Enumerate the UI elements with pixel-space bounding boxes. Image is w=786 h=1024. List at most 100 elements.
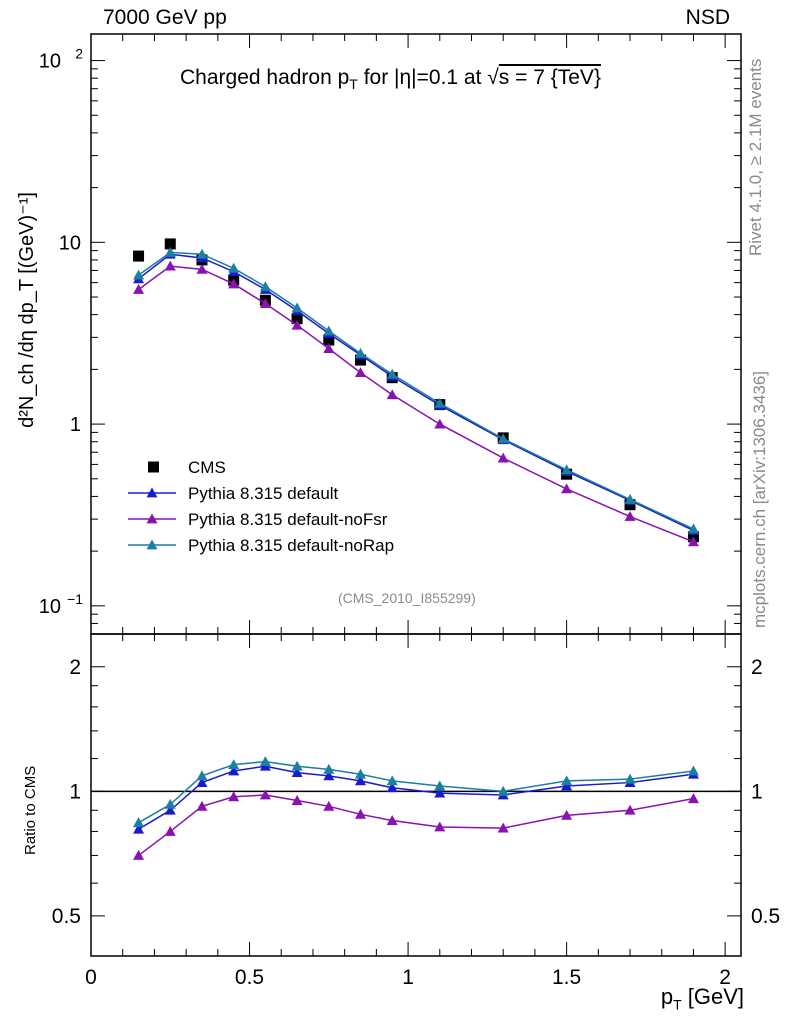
- ratio-series-point: [291, 767, 303, 777]
- ratio-y-tick-label-right: 1: [751, 780, 763, 803]
- ratio-series-point: [196, 800, 208, 811]
- ratio-series-point: [291, 795, 303, 805]
- energy-label: 7000 GeV pp: [103, 6, 227, 29]
- mc-series-point: [196, 263, 208, 274]
- ratio-y-tick-label-right: 2: [751, 656, 763, 679]
- x-title-a: p: [660, 984, 674, 1009]
- ratio-series-point: [434, 780, 446, 791]
- mc-series-point: [386, 389, 398, 400]
- mc-series-line: [138, 253, 694, 532]
- cms-data-point: [133, 250, 145, 262]
- mc-series-point: [624, 493, 636, 504]
- ratio-series-point: [497, 822, 509, 833]
- ratio-series-point: [228, 759, 240, 770]
- ratio-series-point: [164, 804, 176, 815]
- mc-series-point: [164, 246, 176, 257]
- ratio-series-point: [259, 789, 271, 800]
- ratio-series-point: [164, 798, 176, 809]
- ratio-series-point: [196, 777, 208, 787]
- y-tick-exponent: −1: [67, 591, 83, 607]
- main-y-axis-title: d²N_ch /dη dp_T [(GeV)⁻¹]: [16, 192, 38, 428]
- title-text-c: s = 7 {TeV}: [498, 66, 601, 89]
- ratio-series-point: [687, 793, 699, 804]
- mc-series-line: [138, 265, 694, 543]
- mc-series-point: [259, 298, 271, 309]
- mc-series-point: [323, 325, 335, 336]
- ratio-series-point: [164, 825, 176, 836]
- mc-series-point: [291, 302, 303, 313]
- ratio-series-point: [434, 821, 446, 832]
- ratio-series-point: [386, 775, 398, 786]
- ratio-series-line: [138, 765, 694, 830]
- ratio-y-tick-label: 1: [69, 780, 81, 803]
- ratio-series-point: [355, 768, 367, 779]
- x-tick-label: 2: [719, 966, 731, 989]
- mc-series-point: [434, 397, 446, 408]
- cms-data-point: [355, 354, 367, 366]
- ratio-y-tick-label-right: 0.5: [751, 905, 780, 928]
- rivet-version-label: Rivet 4.1.0, ≥ 2.1M events: [746, 58, 765, 256]
- ratio-series-point: [386, 782, 398, 793]
- mc-series-point: [561, 464, 573, 475]
- mc-series-point: [133, 269, 145, 280]
- ratio-series-point: [133, 849, 145, 860]
- y-tick-label: 10: [39, 596, 61, 618]
- ratio-series-point: [133, 823, 145, 834]
- mc-series-point: [687, 536, 699, 547]
- ratio-series-point: [355, 775, 367, 786]
- mc-series-point: [687, 523, 699, 534]
- ratio-series-point: [323, 800, 335, 811]
- mc-series-point: [434, 418, 446, 429]
- cms-data-point: [323, 334, 335, 346]
- mc-series-point: [291, 319, 303, 330]
- title-text-a: Charged hadron p: [180, 66, 350, 89]
- y-tick-exponent: 2: [75, 46, 83, 62]
- ratio-series-point: [228, 791, 240, 802]
- legend-label: Pythia 8.315 default-noRap: [188, 536, 394, 555]
- mc-series-point: [259, 281, 271, 292]
- mc-series-point: [323, 343, 335, 354]
- mc-series-point: [196, 248, 208, 259]
- ratio-y-axis-title: Ratio to CMS: [22, 765, 39, 855]
- y-tick-label: 10: [39, 51, 61, 73]
- ratio-series-point: [386, 815, 398, 825]
- ratio-series-point: [497, 785, 509, 796]
- sqrt-symbol: √: [487, 66, 499, 89]
- mc-series-point: [228, 262, 240, 273]
- x-tick-label: 1: [402, 966, 414, 989]
- legend-cms-marker: [148, 461, 159, 473]
- ratio-series-point: [434, 787, 446, 798]
- ratio-series-point: [323, 770, 335, 781]
- x-tick-label: 0.5: [235, 966, 264, 989]
- x-tick-label: 0: [85, 966, 97, 989]
- cms-data-point: [291, 313, 303, 325]
- legend-label: CMS: [188, 458, 226, 477]
- x-axis-title: pT [GeV]: [661, 984, 744, 1012]
- mc-series-point: [355, 347, 367, 358]
- ratio-series-point: [259, 756, 271, 766]
- legend-label: Pythia 8.315 default-noFsr: [188, 510, 388, 529]
- analysis-watermark: (CMS_2010_I855299): [338, 590, 476, 606]
- mc-series-point: [497, 433, 509, 444]
- mc-series-point: [497, 452, 509, 463]
- ratio-series-point: [624, 804, 636, 815]
- mc-series-point: [561, 483, 573, 494]
- mc-series-line: [138, 251, 694, 530]
- x-title-b: [GeV]: [681, 984, 744, 1009]
- mc-series-point: [386, 368, 398, 379]
- ratio-series-point: [561, 809, 573, 820]
- ratio-series-point: [228, 765, 240, 776]
- process-label: NSD: [685, 6, 730, 29]
- mc-series-point: [624, 511, 636, 521]
- legend-marker: [146, 539, 158, 550]
- ratio-y-tick-label: 2: [69, 656, 81, 679]
- ratio-series-point: [355, 808, 367, 819]
- ratio-series-point: [323, 763, 335, 774]
- cms-data-point: [164, 238, 176, 250]
- legend: CMS Pythia 8.315 default Pythia 8.315 defa…: [128, 458, 394, 555]
- ratio-series-point: [196, 770, 208, 781]
- ratio-series-point: [687, 765, 699, 776]
- legend-marker: [146, 513, 158, 524]
- chart-title: Charged hadron pT for |η|=0.1 at √s = 7 …: [180, 66, 601, 92]
